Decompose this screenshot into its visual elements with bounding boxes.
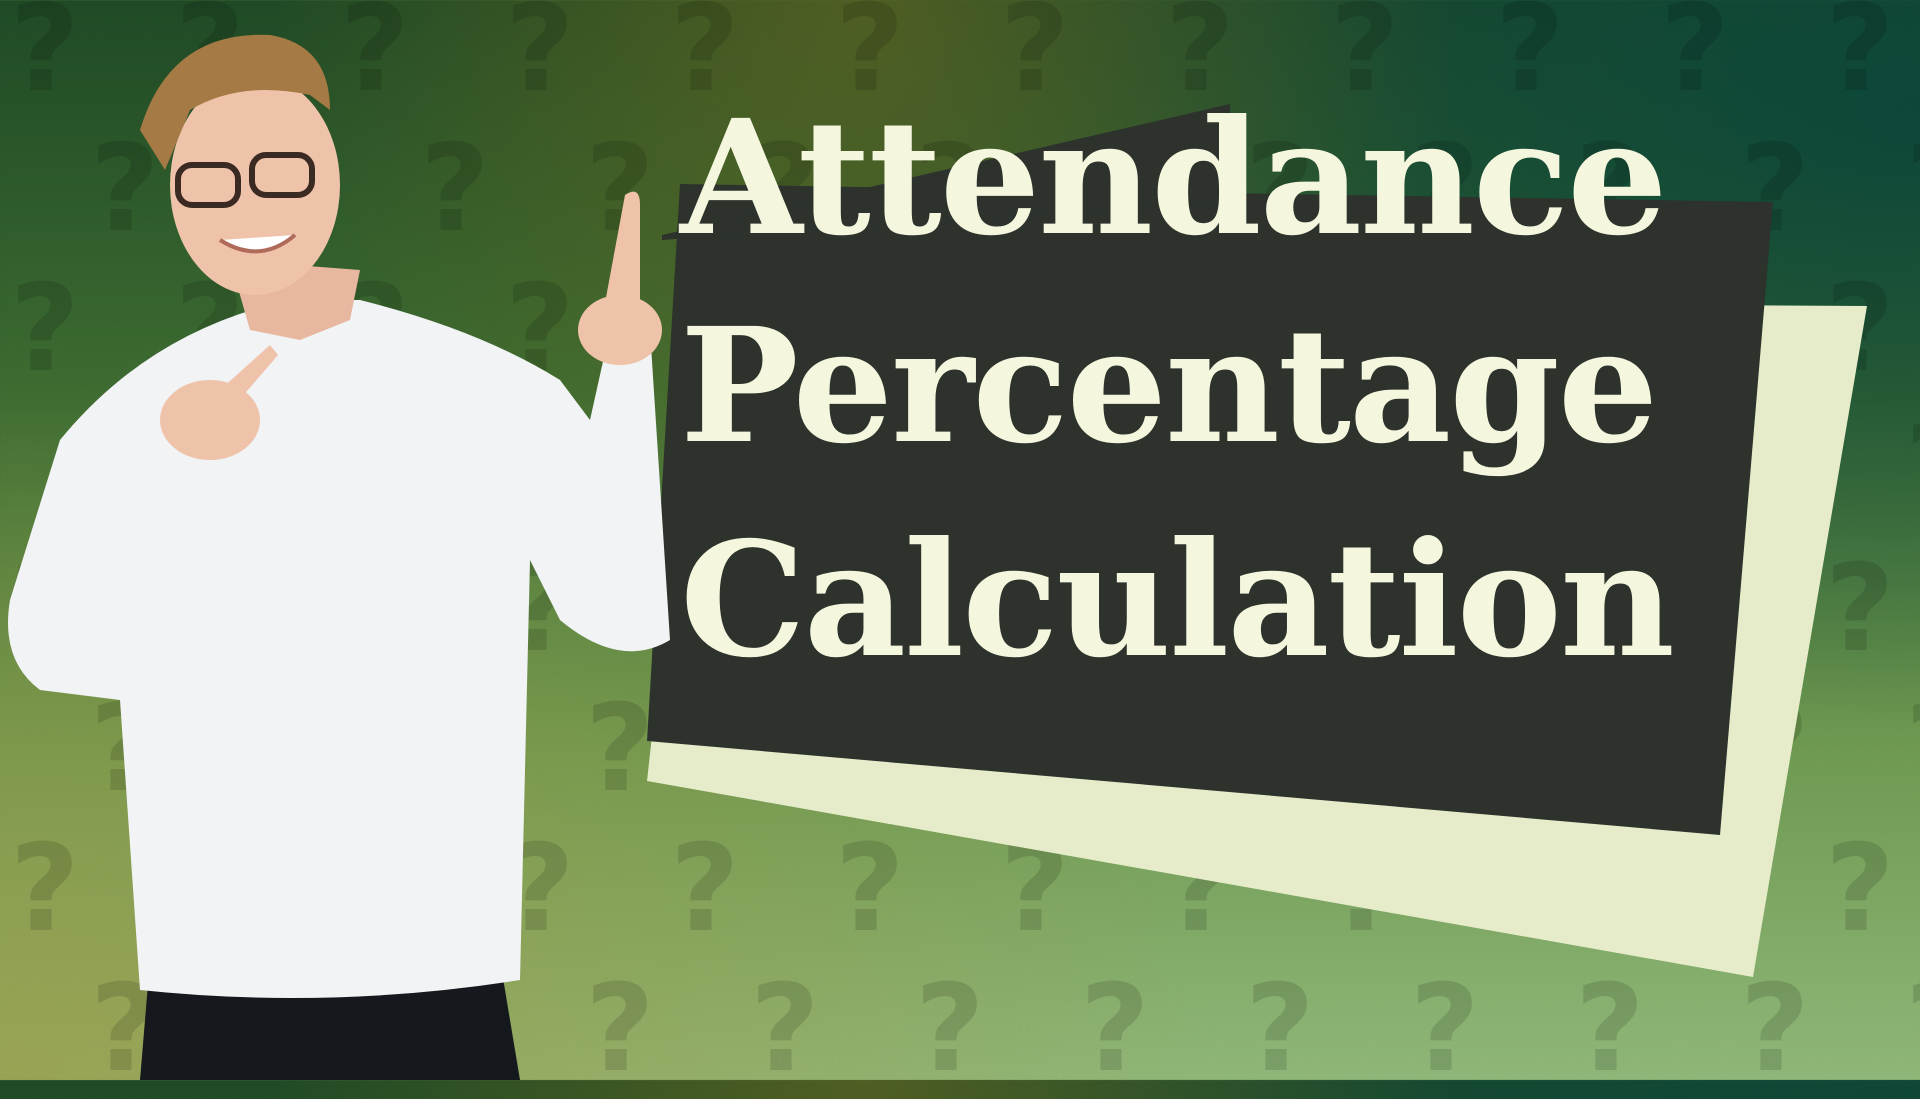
dark-strip xyxy=(662,104,1232,240)
question-mark-icon: ? xyxy=(340,0,410,119)
question-mark-icon: ? xyxy=(1080,960,1150,1099)
question-mark-icon: ? xyxy=(585,960,655,1099)
question-mark-icon: ? xyxy=(1575,960,1645,1099)
question-mark-icon: ? xyxy=(1495,0,1565,119)
question-mark-icon: ? xyxy=(835,820,905,959)
question-mark-icon: ? xyxy=(505,0,575,119)
title-line-1: Attendance xyxy=(680,86,1668,271)
person-illustration xyxy=(8,34,670,1080)
question-mark-icon: ? xyxy=(835,0,905,119)
question-mark-icon: ? xyxy=(10,820,80,959)
question-mark-icon: ? xyxy=(1410,960,1480,1099)
question-mark-icon: ? xyxy=(90,120,160,259)
question-mark-icon: ? xyxy=(585,680,655,819)
title-line-3: Calculation xyxy=(680,508,1675,693)
question-mark-icon: ? xyxy=(1905,960,1920,1099)
question-mark-icon: ? xyxy=(670,820,740,959)
question-mark-icon: ? xyxy=(1165,0,1235,119)
question-mark-icon: ? xyxy=(10,0,80,119)
title-line-2: Percentage xyxy=(680,294,1658,479)
question-mark-icon: ? xyxy=(915,960,985,1099)
question-mark-icon: ? xyxy=(670,0,740,119)
question-mark-icon: ? xyxy=(1660,0,1730,119)
question-mark-icon: ? xyxy=(1000,0,1070,119)
question-mark-icon: ? xyxy=(1905,120,1920,259)
question-mark-icon: ? xyxy=(1825,0,1895,119)
question-mark-icon: ? xyxy=(1245,960,1315,1099)
question-mark-icon: ? xyxy=(750,960,820,1099)
question-mark-icon: ? xyxy=(1905,680,1920,819)
question-mark-icon: ? xyxy=(1330,0,1400,119)
question-mark-icon: ? xyxy=(1825,820,1895,959)
question-mark-icon: ? xyxy=(1905,400,1920,539)
question-mark-icon: ? xyxy=(1825,540,1895,679)
question-mark-icon: ? xyxy=(10,260,80,399)
question-mark-icon: ? xyxy=(420,120,490,259)
question-mark-icon: ? xyxy=(1740,960,1810,1099)
dark-card xyxy=(647,184,1773,835)
